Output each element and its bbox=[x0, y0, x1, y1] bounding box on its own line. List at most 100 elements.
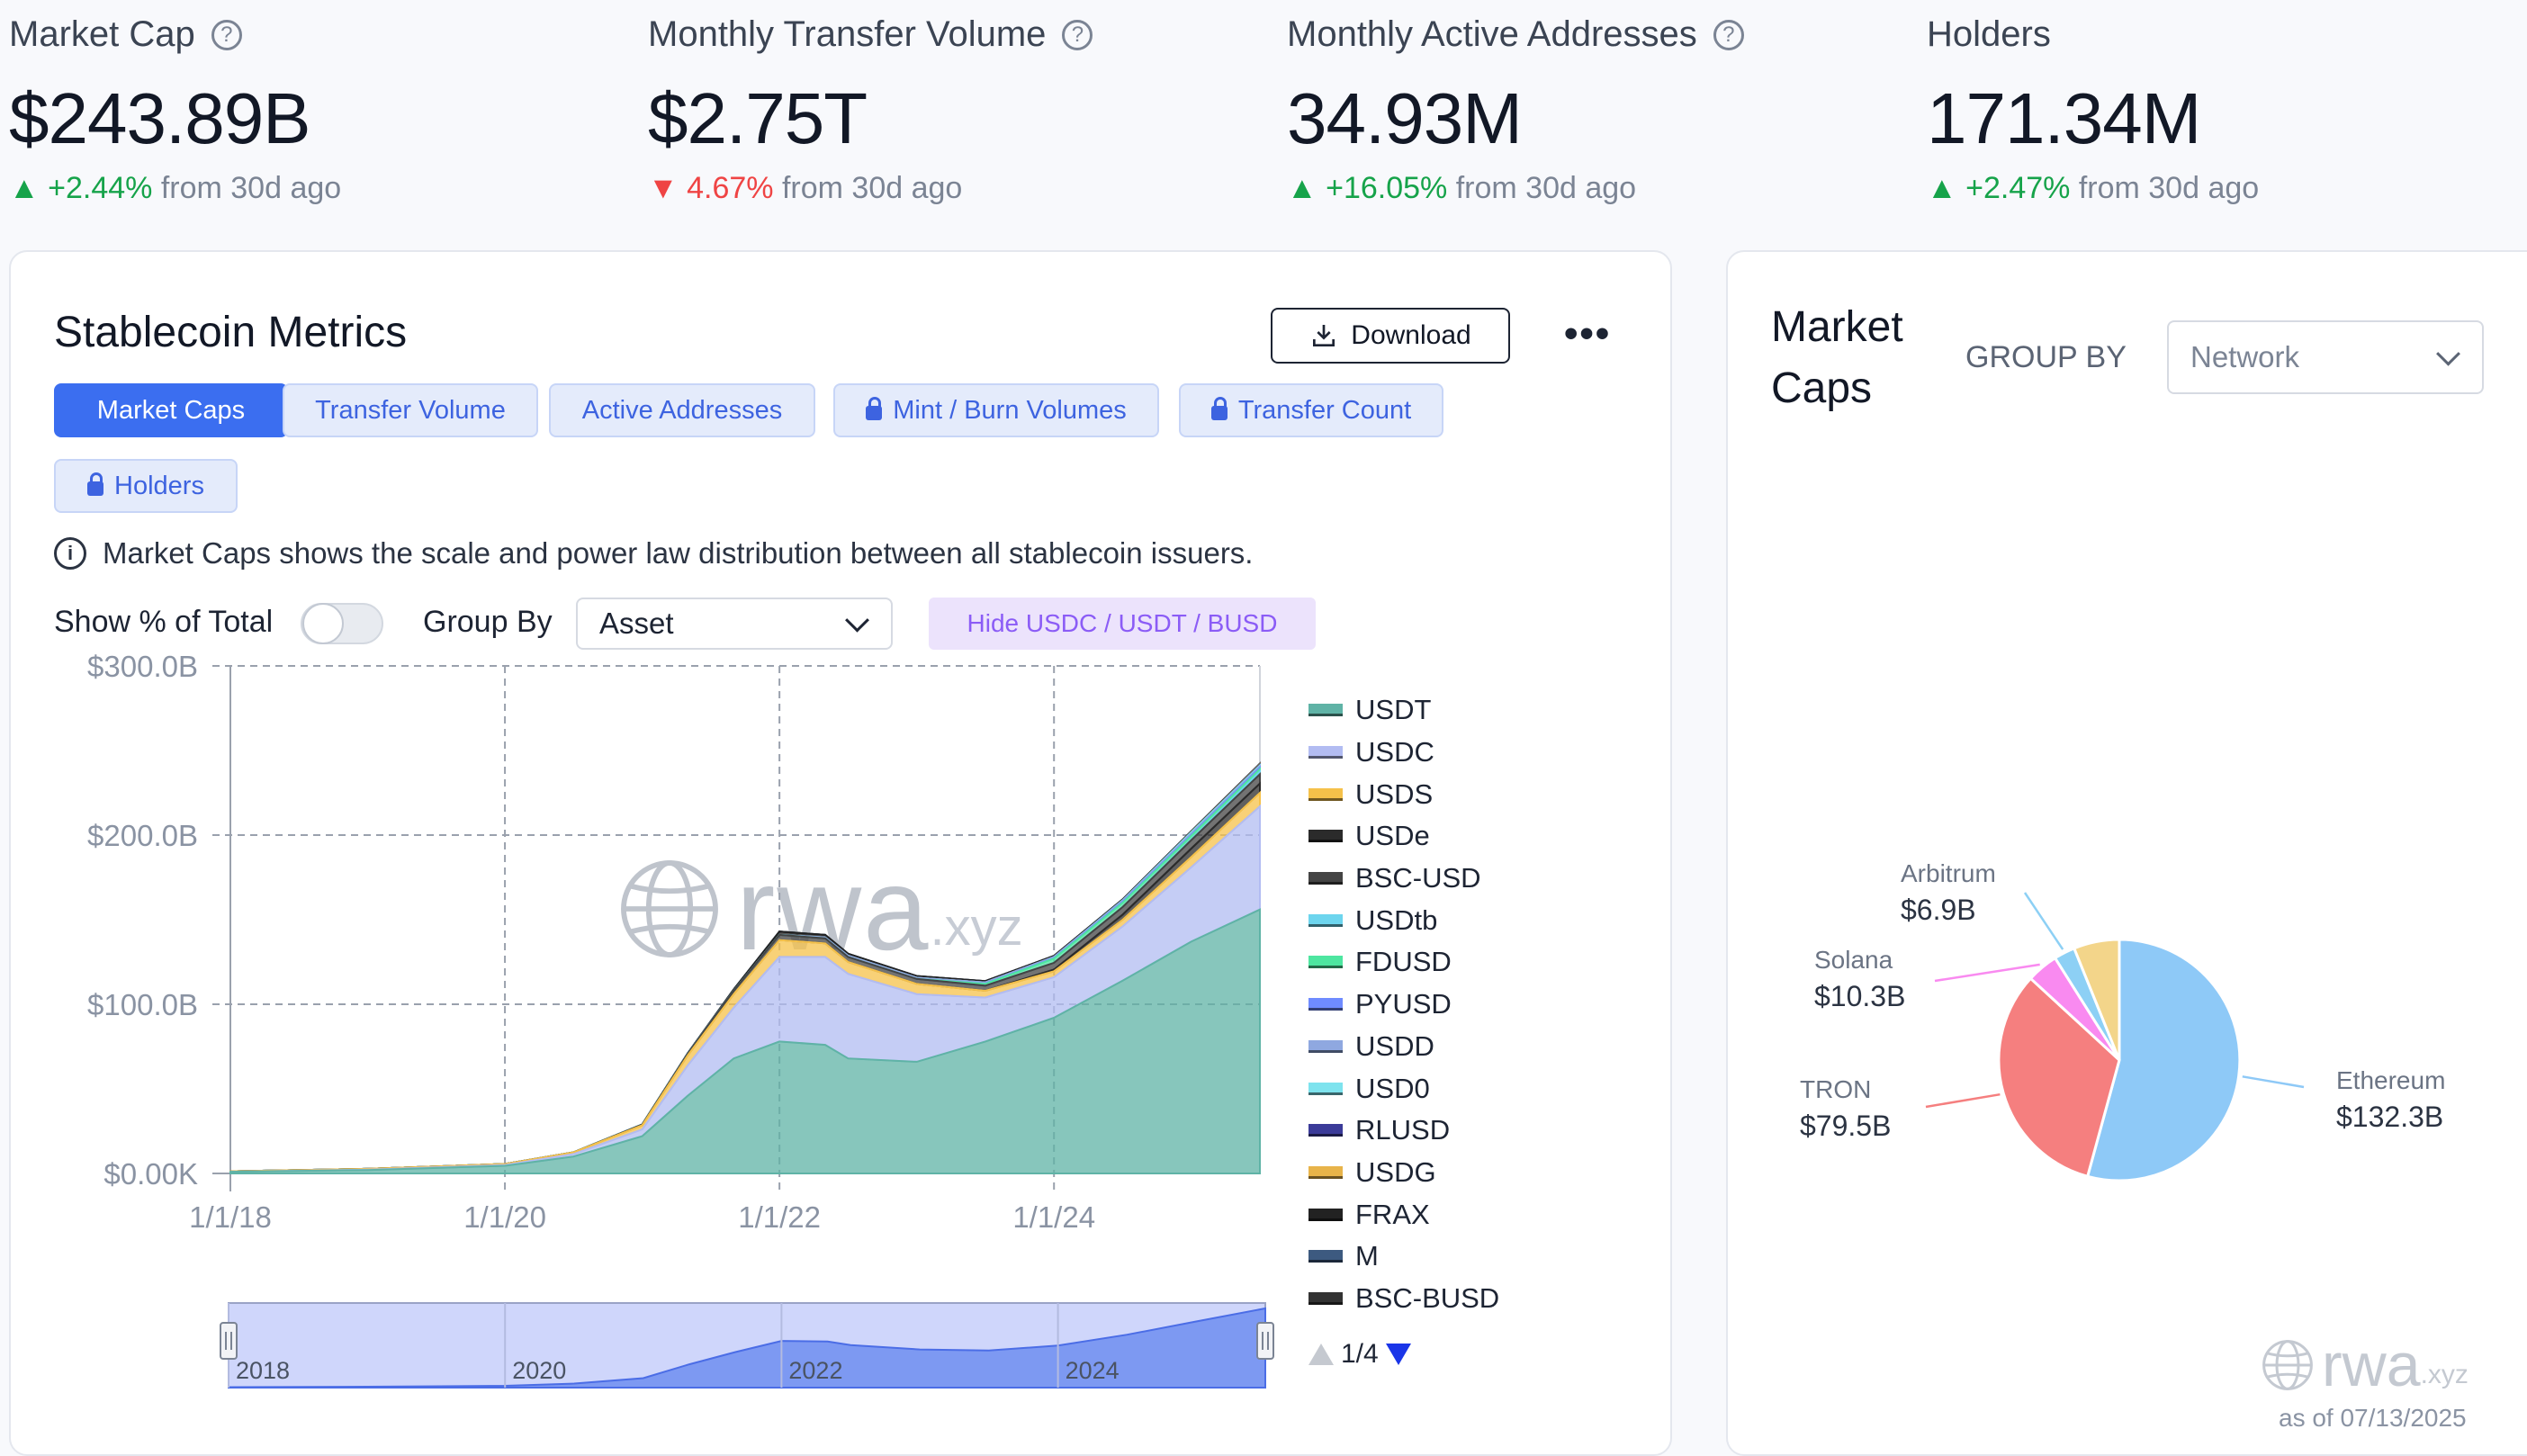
pie-leader-tron bbox=[1925, 1092, 2001, 1109]
show-pct-toggle[interactable] bbox=[301, 603, 383, 644]
info-text: Market Caps shows the scale and power la… bbox=[103, 536, 1254, 570]
help-icon[interactable]: ? bbox=[211, 19, 242, 50]
group-by-select[interactable]: Asset bbox=[576, 598, 893, 650]
tab-market-caps[interactable]: Market Caps bbox=[54, 383, 288, 437]
legend-label: USDe bbox=[1355, 820, 1430, 852]
legend-label: USDS bbox=[1355, 777, 1434, 810]
pie-slice-other[interactable] bbox=[2072, 938, 2121, 1061]
legend-item-usdd[interactable]: USDD bbox=[1308, 1026, 1499, 1068]
help-icon[interactable]: ? bbox=[1713, 19, 1744, 50]
legend-label: USD0 bbox=[1355, 1072, 1430, 1104]
pie-label-arbitrum: Arbitrum bbox=[1901, 859, 1996, 887]
globe-icon bbox=[621, 860, 718, 957]
y-tick-label: $0.00K bbox=[103, 1157, 198, 1191]
metric-label: Market Cap bbox=[9, 14, 195, 54]
legend-item-bsc-usd[interactable]: BSC-USD bbox=[1308, 858, 1499, 900]
metric-change-suffix: from 30d ago bbox=[1455, 171, 1637, 205]
x-tick-label: 1/1/24 bbox=[1012, 1200, 1095, 1234]
legend-prev-icon[interactable] bbox=[1308, 1344, 1334, 1365]
legend-label: BSC-USD bbox=[1355, 862, 1481, 894]
lock-icon bbox=[1210, 397, 1228, 420]
time-range-navigator[interactable]: 2018 2020 2022 2024 bbox=[216, 1296, 1278, 1395]
legend-page: 1/4 bbox=[1341, 1339, 1379, 1369]
network-select[interactable]: Network bbox=[2167, 320, 2484, 394]
legend-swatch bbox=[1308, 998, 1343, 1011]
legend-label: USDtb bbox=[1355, 903, 1438, 936]
legend-item-rlusd[interactable]: RLUSD bbox=[1308, 1110, 1499, 1152]
tab-label: Market Caps bbox=[96, 395, 246, 425]
navigator-label: 2018 bbox=[236, 1357, 290, 1384]
triangle-up-icon: ▲ bbox=[1927, 171, 1957, 205]
network-group-by-label: GROUP BY bbox=[1965, 340, 2127, 374]
legend-item-usdg[interactable]: USDG bbox=[1308, 1152, 1499, 1194]
download-button[interactable]: Download bbox=[1271, 308, 1510, 364]
legend-swatch bbox=[1308, 1124, 1343, 1137]
pie-value-ethereum: $132.3B bbox=[2336, 1101, 2443, 1133]
pie-slice-ethereum[interactable] bbox=[2085, 938, 2242, 1182]
legend-label: FRAX bbox=[1355, 1198, 1430, 1230]
metric-change: 4.67% bbox=[687, 171, 774, 205]
watermark: rwa .xyz bbox=[2261, 1330, 2469, 1400]
toggle-knob bbox=[302, 603, 344, 644]
area-series-usdt[interactable] bbox=[229, 908, 1261, 1174]
download-label: Download bbox=[1351, 320, 1471, 350]
pie-label-ethereum: Ethereum bbox=[2336, 1066, 2445, 1094]
metric-change-suffix: from 30d ago bbox=[781, 171, 963, 205]
legend-item-usde[interactable]: USDe bbox=[1308, 815, 1499, 858]
tab-transfer-volume[interactable]: Transfer Volume bbox=[283, 383, 538, 437]
legend-item-usd0[interactable]: USD0 bbox=[1308, 1067, 1499, 1110]
metric-value: 34.93M bbox=[1287, 78, 1523, 158]
navigator-handle-left[interactable] bbox=[220, 1322, 238, 1360]
info-icon: i bbox=[54, 537, 86, 570]
metric-label: Monthly Active Addresses bbox=[1287, 14, 1697, 54]
legend-swatch bbox=[1308, 746, 1343, 759]
triangle-up-icon: ▲ bbox=[1287, 171, 1317, 205]
tab-label: Transfer Count bbox=[1237, 395, 1412, 425]
legend-item-frax[interactable]: FRAX bbox=[1308, 1193, 1499, 1236]
pie-leader-solana bbox=[1934, 963, 2040, 983]
download-icon bbox=[1313, 325, 1335, 346]
more-options-icon[interactable]: ••• bbox=[1564, 311, 1612, 355]
chart-legend: USDT USDC USDS USDe BSC-USD USDtb FDUSD PYUSD US… bbox=[1308, 689, 1499, 1319]
legend-item-m[interactable]: M bbox=[1308, 1236, 1499, 1278]
metric-label: Holders bbox=[1927, 14, 2051, 54]
legend-pager: 1/4 bbox=[1308, 1339, 1411, 1370]
legend-swatch bbox=[1308, 704, 1343, 717]
tab-label: Mint / Burn Volumes bbox=[893, 395, 1127, 425]
metric-value: $2.75T bbox=[648, 78, 868, 158]
watermark-main: rwa bbox=[2322, 1331, 2421, 1399]
metric-change: +16.05% bbox=[1326, 171, 1448, 205]
hide-major-stablecoins-button[interactable]: Hide USDC / USDT / BUSD bbox=[929, 598, 1316, 650]
pie-value-arbitrum: $6.9B bbox=[1901, 894, 1976, 926]
legend-item-pyusd[interactable]: PYUSD bbox=[1308, 984, 1499, 1026]
tab-mint-burn-volumes[interactable]: Mint / Burn Volumes bbox=[833, 383, 1159, 437]
legend-swatch bbox=[1308, 1082, 1343, 1095]
metric-change: +2.47% bbox=[1965, 171, 2071, 205]
lock-icon bbox=[866, 397, 883, 420]
tab-holders[interactable]: Holders bbox=[54, 459, 238, 513]
y-tick-label: $300.0B bbox=[87, 650, 198, 683]
navigator-handle-right[interactable] bbox=[1256, 1322, 1274, 1360]
legend-item-usdt[interactable]: USDT bbox=[1308, 689, 1499, 732]
watermark-sub: .xyz bbox=[2420, 1360, 2469, 1389]
legend-label: RLUSD bbox=[1355, 1114, 1451, 1146]
legend-next-icon[interactable] bbox=[1385, 1344, 1411, 1365]
legend-item-usdc[interactable]: USDC bbox=[1308, 732, 1499, 774]
metric-value: $243.89B bbox=[9, 78, 311, 158]
tab-label: Holders bbox=[114, 471, 204, 500]
legend-item-fdusd[interactable]: FDUSD bbox=[1308, 941, 1499, 984]
legend-swatch bbox=[1308, 1039, 1343, 1053]
globe-icon bbox=[2262, 1340, 2313, 1390]
legend-item-usdtb[interactable]: USDtb bbox=[1308, 899, 1499, 941]
legend-item-bsc-busd[interactable]: BSC-BUSD bbox=[1308, 1278, 1499, 1320]
tab-label: Transfer Volume bbox=[315, 395, 506, 425]
legend-label: USDG bbox=[1355, 1155, 1436, 1188]
legend-item-usds[interactable]: USDS bbox=[1308, 773, 1499, 815]
tab-active-addresses[interactable]: Active Addresses bbox=[549, 383, 815, 437]
pie-slice-tron[interactable] bbox=[1997, 976, 2121, 1179]
tab-transfer-count[interactable]: Transfer Count bbox=[1179, 383, 1443, 437]
legend-label: USDT bbox=[1355, 694, 1432, 726]
legend-swatch bbox=[1308, 956, 1343, 969]
pie-leader-ethereum bbox=[2242, 1075, 2305, 1089]
help-icon[interactable]: ? bbox=[1062, 19, 1093, 50]
